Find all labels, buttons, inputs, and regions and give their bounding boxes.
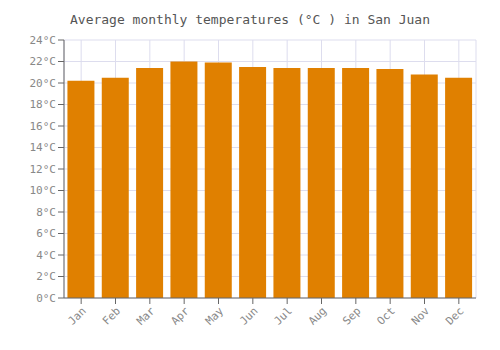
svg-text:0°C: 0°C — [36, 292, 56, 305]
html-text:Average monthly temperatures (: Average monthly temperatures (°C ) in Sa… — [70, 12, 430, 27]
svg-text:12°C: 12°C — [30, 163, 57, 176]
svg-text:May: May — [203, 304, 227, 328]
svg-text:Jan: Jan — [66, 304, 89, 327]
svg-text:2°C: 2°C — [36, 270, 56, 283]
svg-text:Oct: Oct — [375, 304, 398, 327]
svg-text:Apr: Apr — [169, 304, 193, 328]
svg-text:16°C: 16°C — [30, 120, 57, 133]
svg-text:22°C: 22°C — [30, 55, 57, 68]
svg-text:Jul: Jul — [272, 304, 295, 327]
svg-text:Sep: Sep — [340, 304, 363, 327]
svg-text:8°C: 8°C — [36, 206, 56, 219]
svg-text:Jun: Jun — [237, 304, 260, 327]
svg-text:14°C: 14°C — [30, 141, 57, 154]
svg-text:Dec: Dec — [443, 304, 466, 327]
svg-text:18°C: 18°C — [30, 98, 57, 111]
svg-text:24°C: 24°C — [30, 34, 57, 47]
svg-text:20°C: 20°C — [30, 77, 57, 90]
svg-text:Aug: Aug — [306, 304, 329, 327]
svg-text:4°C: 4°C — [36, 249, 56, 262]
svg-text:Mar: Mar — [134, 304, 158, 328]
svg-text:6°C: 6°C — [36, 227, 56, 240]
svg-text:Feb: Feb — [100, 304, 123, 327]
svg-text:10°C: 10°C — [30, 184, 57, 197]
svg-text:Nov: Nov — [409, 304, 433, 328]
